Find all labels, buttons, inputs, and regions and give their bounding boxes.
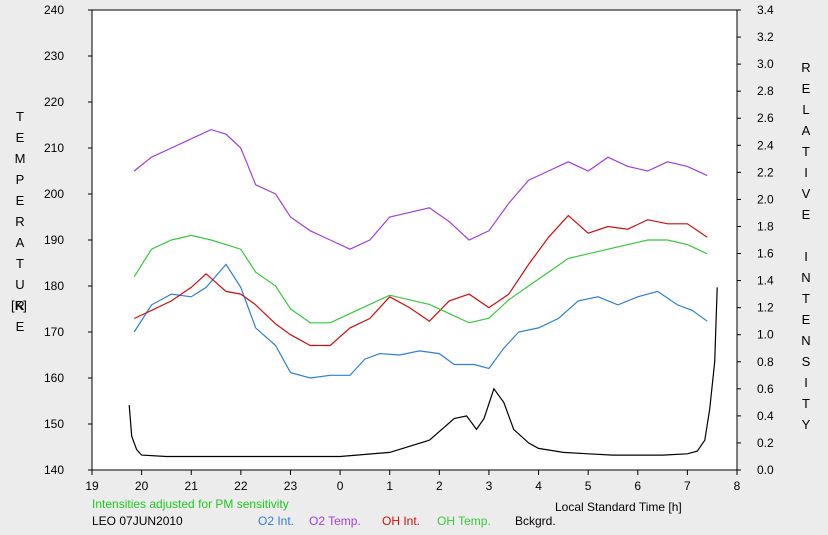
y-left-tick-label: 190 — [44, 233, 64, 247]
y-left-tick-label: 210 — [44, 141, 64, 155]
y-right-tick-label: 2.6 — [757, 111, 774, 125]
y-right-tick-label: 2.2 — [757, 165, 774, 179]
y-left-tick-label: 180 — [44, 279, 64, 293]
y-right-tick-label: 1.6 — [757, 247, 774, 261]
y-right-tick-label: 2.4 — [757, 138, 774, 152]
y-right-tick-label: 1.0 — [757, 328, 774, 342]
x-tick-label: 19 — [85, 479, 99, 493]
y-left-tick-label: 170 — [44, 325, 64, 339]
plot-area — [91, 9, 738, 471]
x-tick-label: 22 — [234, 479, 248, 493]
series-oh-temp — [133, 234, 708, 324]
y-right-tick-label: 0.0 — [757, 463, 774, 477]
x-tick-label: 3 — [486, 479, 493, 493]
left-axis: 140 150 160 170 180 190 200 210 220 230 240 — [44, 3, 92, 477]
y-left-tick-label: 220 — [44, 95, 64, 109]
x-tick-label: 8 — [734, 479, 741, 493]
legend-item-o2-int: O2 Int. — [258, 514, 295, 528]
legend-item-bckgrd: Bckgrd. — [515, 514, 556, 528]
y-right-tick-label: 0.4 — [757, 409, 774, 423]
x-tick-label: 5 — [585, 479, 592, 493]
legend-item-oh-temp: OH Temp. — [437, 514, 491, 528]
y-right-tick-label: 1.2 — [757, 301, 774, 315]
y-right-tick-label: 0.6 — [757, 382, 774, 396]
y-left-tick-label: 160 — [44, 371, 64, 385]
legend-item-o2-temp: O2 Temp. — [309, 514, 361, 528]
series-layer — [128, 128, 718, 458]
y-right-tick-label: 3.4 — [757, 3, 774, 17]
y-axis-left-unit: [K] — [11, 298, 27, 313]
y-left-tick-label: 140 — [44, 463, 64, 477]
x-tick-label: 23 — [284, 479, 298, 493]
station-date-label: LEO 07JUN2010 — [92, 514, 183, 528]
y-right-tick-label: 1.8 — [757, 219, 774, 233]
y-right-tick-label: 3.2 — [757, 30, 774, 44]
series-bckgrd — [128, 287, 718, 458]
right-axis: 0.0 0.2 0.4 0.6 0.8 1.0 1.2 1.4 1.6 1.8 2.0 2.2 2.4 2… — [737, 3, 774, 477]
y-right-tick-label: 2.0 — [757, 192, 774, 206]
y-right-tick-label: 0.2 — [757, 436, 774, 450]
y-left-tick-label: 150 — [44, 417, 64, 431]
y-right-tick-label: 0.8 — [757, 355, 774, 369]
x-tick-label: 2 — [436, 479, 443, 493]
y-left-tick-label: 200 — [44, 187, 64, 201]
y-right-tick-label: 2.8 — [757, 84, 774, 98]
x-tick-label: 7 — [684, 479, 691, 493]
x-tick-label: 6 — [634, 479, 641, 493]
y-right-tick-label: 1.4 — [757, 274, 774, 288]
y-left-tick-label: 230 — [44, 49, 64, 63]
y-right-tick-label: 3.0 — [757, 57, 774, 71]
x-tick-label: 0 — [337, 479, 344, 493]
x-axis-label: Local Standard Time [h] — [555, 500, 682, 514]
x-tick-label: 20 — [135, 479, 149, 493]
series-o2-int — [133, 263, 708, 379]
pm-sensitivity-note: Intensities adjusted for PM sensitivity — [92, 497, 289, 511]
legend-item-oh-int: OH Int. — [382, 514, 421, 528]
x-axis: 19 20 21 22 23 0 1 2 3 4 5 6 7 8 — [85, 470, 741, 493]
y-left-tick-label: 240 — [44, 3, 64, 17]
x-tick-label: 21 — [185, 479, 199, 493]
series-o2-temp — [133, 128, 708, 250]
series-oh-int — [133, 214, 708, 347]
x-tick-label: 1 — [386, 479, 393, 493]
x-tick-label: 4 — [535, 479, 542, 493]
